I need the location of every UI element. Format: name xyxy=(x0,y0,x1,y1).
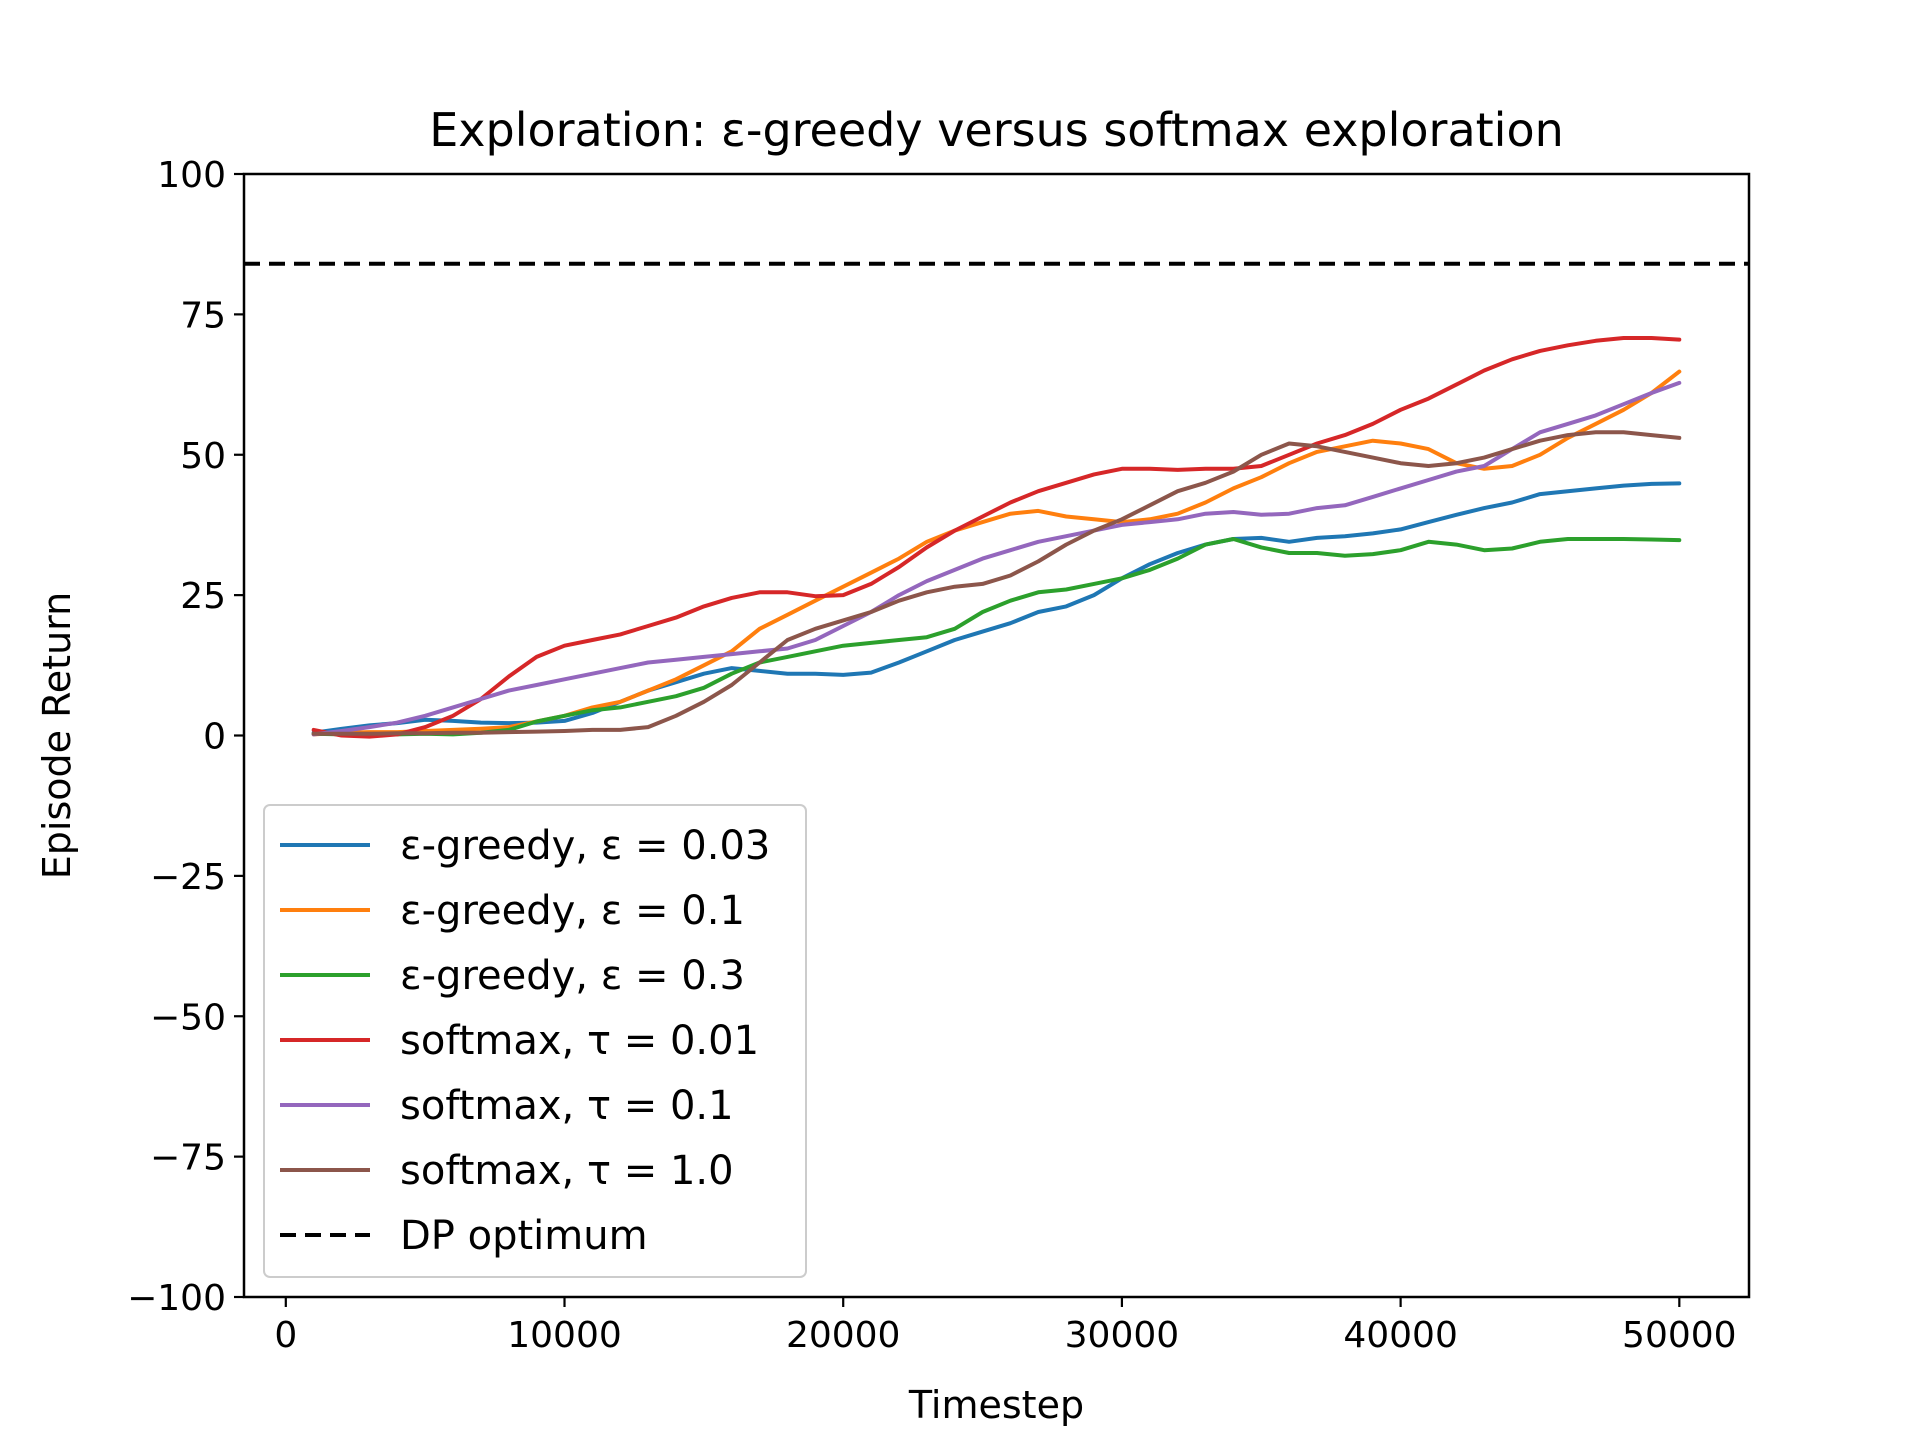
legend-label: softmax, τ = 0.1 xyxy=(400,1083,734,1129)
y-tick-label: −75 xyxy=(150,1138,226,1179)
x-tick-label: 20000 xyxy=(786,1315,901,1356)
ticks-layer: 0 10000 20000 30000 40000 50000 −100 −75 −50 −25 0… xyxy=(127,155,1736,1356)
y-tick-label: −100 xyxy=(127,1278,226,1319)
x-tick-label: 50000 xyxy=(1622,1315,1737,1356)
x-tick-label: 0 xyxy=(274,1315,297,1356)
legend-label: ε-greedy, ε = 0.03 xyxy=(400,823,770,869)
chart-title: Exploration: ε-greedy versus softmax exp… xyxy=(429,103,1564,157)
y-tick-label: 50 xyxy=(180,436,226,477)
y-tick-label: 0 xyxy=(203,717,226,758)
legend: ε-greedy, ε = 0.03 ε-greedy, ε = 0.1 ε-gre… xyxy=(263,804,807,1278)
series-line-greedy-0-3 xyxy=(311,537,1682,737)
x-axis-label: Timestep xyxy=(908,1383,1084,1427)
x-tick-label: 30000 xyxy=(1065,1315,1180,1356)
y-tick-label: −25 xyxy=(150,857,226,898)
series-line-softmax-1-0 xyxy=(311,430,1682,736)
series-layer xyxy=(244,261,1749,739)
legend-label: softmax, τ = 1.0 xyxy=(400,1148,734,1194)
x-tick-label: 10000 xyxy=(507,1315,622,1356)
legend-label: DP optimum xyxy=(400,1213,648,1259)
legend-label: ε-greedy, ε = 0.3 xyxy=(400,953,745,999)
y-axis-label: Episode Return xyxy=(35,592,79,879)
y-tick-label: −50 xyxy=(150,997,226,1038)
y-tick-label: 25 xyxy=(180,576,226,617)
legend-box xyxy=(263,804,807,1278)
y-tick-label: 100 xyxy=(157,155,226,196)
y-tick-label: 75 xyxy=(180,295,226,336)
series-line-softmax-0-1 xyxy=(311,380,1682,737)
legend-label: ε-greedy, ε = 0.1 xyxy=(400,888,745,934)
x-tick-label: 40000 xyxy=(1343,1315,1458,1356)
series-line-softmax-0-01 xyxy=(311,336,1682,739)
legend-label: softmax, τ = 0.01 xyxy=(400,1018,759,1064)
